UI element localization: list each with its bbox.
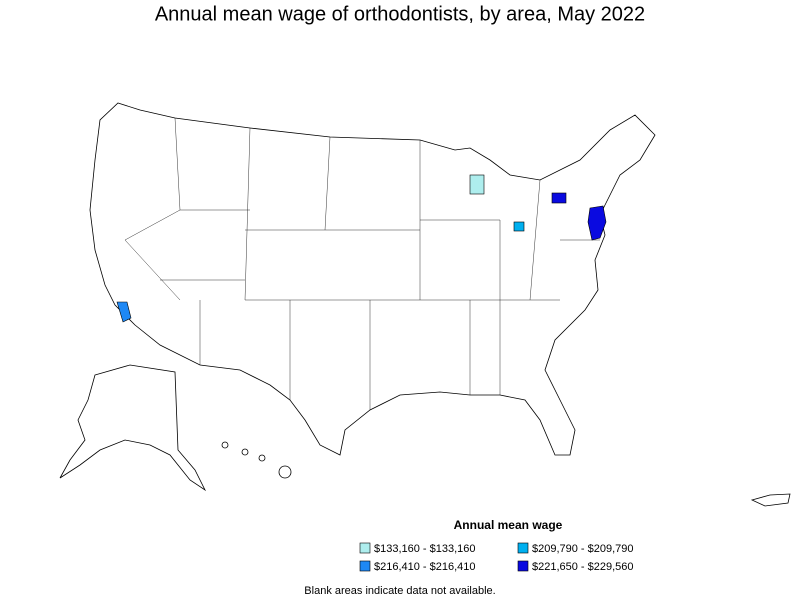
contiguous-us <box>89 102 656 456</box>
legend-swatch <box>517 542 529 554</box>
alaska <box>59 364 207 492</box>
area-boundaries <box>124 117 600 410</box>
highlighted-area <box>116 301 132 323</box>
legend-label: $209,790 - $209,790 <box>532 543 634 555</box>
footnote: Blank areas indicate data not available. <box>304 585 495 597</box>
highlighted-area <box>469 174 485 195</box>
legend-label: $221,650 - $229,560 <box>532 561 634 573</box>
map-title: Annual mean wage of orthodontists, by ar… <box>155 3 645 25</box>
legend-label: $216,410 - $216,410 <box>374 561 476 573</box>
highlighted-area <box>551 192 567 204</box>
highlighted-area <box>587 205 607 241</box>
legend-title: Annual mean wage <box>454 518 563 532</box>
highlighted-area <box>513 221 525 232</box>
legend-label: $133,160 - $133,160 <box>374 543 476 555</box>
legend-swatch <box>359 560 371 572</box>
legend-swatch <box>517 560 529 572</box>
puerto-rico <box>750 493 791 507</box>
map <box>59 102 791 507</box>
legend-swatch <box>359 542 371 554</box>
hawaii <box>221 441 292 479</box>
legend: Annual mean wage $133,160 - $133,160 $20… <box>359 518 634 573</box>
